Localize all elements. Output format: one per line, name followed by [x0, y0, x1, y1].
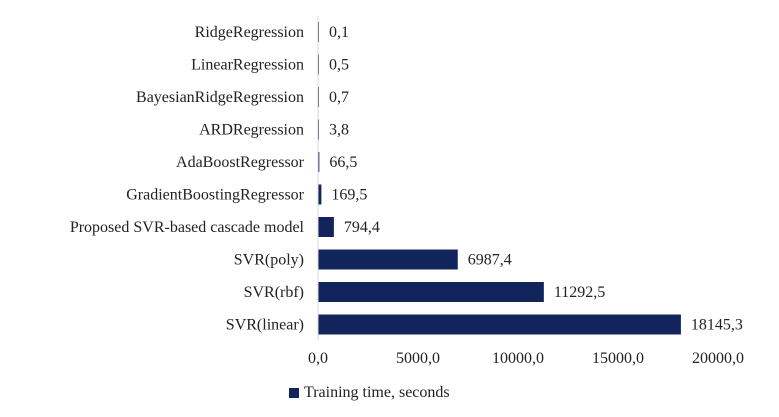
bar-5 [318, 184, 322, 205]
x-tick-label-2: 10000,0 [492, 350, 544, 367]
value-label-9: 18145,3 [691, 317, 743, 334]
x-tick-label-3: 15000,0 [592, 350, 644, 367]
value-labels: 0,1 0,5 0,7 3,8 66,5 169,5 794,4 6987,4 11292,5 1… [329, 24, 743, 334]
category-label-1: LinearRegression [191, 57, 304, 74]
category-label-8: SVR(rbf) [244, 284, 304, 301]
bar-7 [318, 249, 458, 270]
category-label-4: AdaBoostRegressor [176, 154, 305, 171]
bars-group [318, 22, 681, 335]
x-tick-label-4: 20000,0 [692, 350, 744, 367]
legend: Training time, seconds [289, 384, 450, 402]
value-label-3: 3,8 [329, 122, 349, 139]
bar-8 [318, 282, 544, 302]
value-label-6: 794,4 [344, 219, 380, 236]
category-label-6: Proposed SVR-based cascade model [70, 219, 305, 236]
value-label-8: 11292,5 [554, 284, 605, 301]
value-label-1: 0,5 [329, 57, 349, 74]
legend-swatch [289, 388, 299, 398]
value-label-2: 0,7 [329, 89, 349, 106]
bar-6 [318, 217, 334, 237]
value-label-7: 6987,4 [468, 252, 512, 269]
category-label-9: SVR(linear) [226, 317, 304, 334]
x-axis-ticks: 0,0 5000,0 10000,0 15000,0 20000,0 [308, 350, 744, 367]
category-labels: RidgeRegression LinearRegression BayesianR… [70, 24, 305, 334]
category-label-7: SVR(poly) [234, 252, 304, 269]
bar-4 [318, 152, 320, 172]
legend-label: Training time, seconds [304, 384, 450, 401]
value-label-4: 66,5 [329, 154, 357, 171]
category-label-3: ARDRegression [199, 122, 304, 139]
value-label-5: 169,5 [331, 187, 367, 204]
x-tick-label-0: 0,0 [308, 350, 328, 367]
value-label-0: 0,1 [329, 24, 349, 41]
bar-9 [318, 314, 681, 335]
category-label-5: GradientBoostingRegressor [126, 187, 304, 204]
x-tick-label-1: 5000,0 [396, 350, 440, 367]
category-label-0: RidgeRegression [195, 24, 304, 41]
category-label-2: BayesianRidgeRegression [136, 89, 304, 106]
